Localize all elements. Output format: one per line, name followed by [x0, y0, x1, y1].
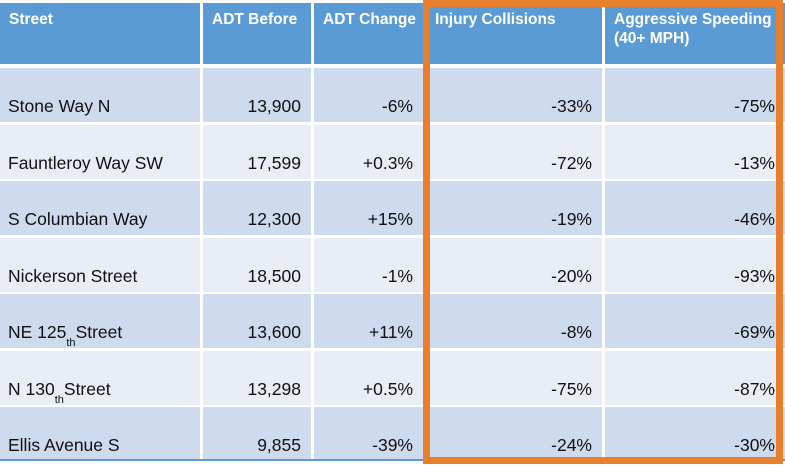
aggressive-speeding-cell: -46% — [605, 181, 785, 235]
header-cell-aggressive-speeding-40-mph: Aggressive Speeding (40+ MPH) — [605, 3, 785, 64]
injury-collisions-cell: -20% — [426, 237, 602, 292]
street-cell: S Columbian Way — [0, 181, 200, 235]
aggressive-speeding-cell: -13% — [605, 124, 785, 179]
header-cell-injury-collisions: Injury Collisions — [426, 3, 602, 64]
injury-collisions-cell: -8% — [426, 294, 602, 348]
adt-before-cell: 13,900 — [203, 68, 311, 122]
header-cell-adt-change: ADT Change — [314, 3, 423, 64]
table-row: Nickerson Street 18,500 -1% -20% -93% — [0, 237, 785, 292]
street-cell: Nickerson Street — [0, 237, 200, 292]
injury-collisions-cell: -19% — [426, 181, 602, 235]
adt-change-cell: +15% — [314, 181, 423, 235]
table-header-row: Street ADT Before ADT Change Injury Collisi… — [0, 3, 785, 64]
adt-change-cell: -1% — [314, 237, 423, 292]
aggressive-speeding-cell: -69% — [605, 294, 785, 348]
adt-change-cell: +0.5% — [314, 350, 423, 405]
street-cell: Ellis Avenue S — [0, 407, 200, 461]
adt-before-cell: 13,298 — [203, 350, 311, 405]
injury-collisions-cell: -33% — [426, 68, 602, 122]
table-row: Ellis Avenue S 9,855 -39% -24% -30% — [0, 407, 785, 461]
adt-change-cell: -6% — [314, 68, 423, 122]
adt-change-cell: +0.3% — [314, 124, 423, 179]
adt-change-cell: -39% — [314, 407, 423, 461]
injury-collisions-cell: -72% — [426, 124, 602, 179]
street-cell: Stone Way N — [0, 68, 200, 122]
table-row: Stone Way N 13,900 -6% -33% -75% — [0, 68, 785, 122]
adt-before-cell: 18,500 — [203, 237, 311, 292]
table-row: Fauntleroy Way SW 17,599 +0.3% -72% -13% — [0, 124, 785, 179]
header-cell-adt-before: ADT Before — [203, 3, 311, 64]
street-cell: Fauntleroy Way SW — [0, 124, 200, 179]
aggressive-speeding-cell: -30% — [605, 407, 785, 461]
table-row: S Columbian Way 12,300 +15% -19% -46% — [0, 181, 785, 235]
aggressive-speeding-cell: -75% — [605, 68, 785, 122]
street-safety-table: Street ADT Before ADT Change Injury Collisi… — [0, 3, 785, 461]
aggressive-speeding-cell: -87% — [605, 350, 785, 405]
injury-collisions-cell: -24% — [426, 407, 602, 461]
table-bottom-rule — [0, 459, 785, 461]
adt-before-cell: 17,599 — [203, 124, 311, 179]
header-cell-street: Street — [0, 3, 200, 64]
aggressive-speeding-cell: -93% — [605, 237, 785, 292]
adt-before-cell: 9,855 — [203, 407, 311, 461]
adt-before-cell: 13,600 — [203, 294, 311, 348]
adt-before-cell: 12,300 — [203, 181, 311, 235]
injury-collisions-cell: -75% — [426, 350, 602, 405]
adt-change-cell: +11% — [314, 294, 423, 348]
